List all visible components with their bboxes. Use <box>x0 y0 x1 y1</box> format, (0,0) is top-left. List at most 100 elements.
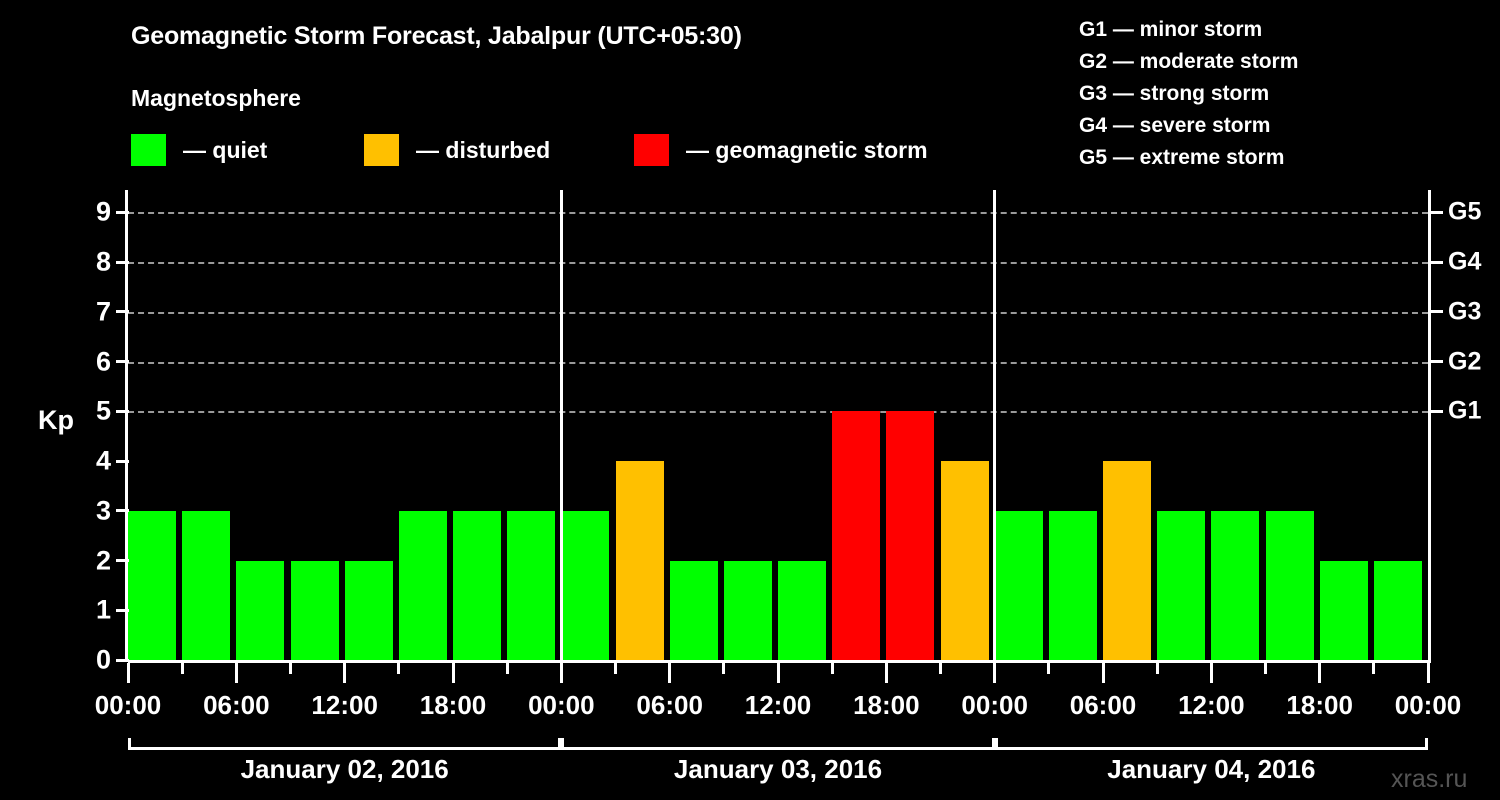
bar-kp[interactable] <box>1211 510 1260 660</box>
bar-kp[interactable] <box>1265 510 1314 660</box>
grid-line-kp-5 <box>128 411 1428 414</box>
g-tick-mark <box>1430 310 1443 314</box>
g-tick-mark <box>1430 210 1443 214</box>
x-tick-label: 12:00 <box>311 690 378 720</box>
g-tick-mark <box>1430 409 1443 413</box>
g-axis-label-g1: G1 <box>1448 396 1482 425</box>
y-tick-mark <box>116 210 129 214</box>
bar-kp[interactable] <box>832 411 881 660</box>
g-axis-label-g5: G5 <box>1448 197 1482 226</box>
x-axis-line <box>128 660 1431 663</box>
y-tick-mark <box>116 509 129 513</box>
bar-kp[interactable] <box>940 461 989 660</box>
x-tick-label: 06:00 <box>1069 690 1137 720</box>
y-axis-title: Kp <box>38 405 74 435</box>
magnetosphere-legend-title: Magnetosphere <box>131 85 301 111</box>
bar-kp[interactable] <box>290 560 339 660</box>
x-tick-minor <box>722 663 726 674</box>
bar-kp[interactable] <box>1319 560 1368 660</box>
x-tick-major <box>559 663 563 683</box>
x-tick-label: 00:00 <box>528 690 595 720</box>
grid-line-kp-7 <box>128 311 1428 314</box>
bar-kp[interactable] <box>398 510 447 660</box>
bar-kp[interactable] <box>1157 510 1206 660</box>
day-separator <box>559 190 563 660</box>
x-tick-major <box>668 663 672 683</box>
y-tick-label: 9 <box>95 196 111 227</box>
bar-kp[interactable] <box>1048 510 1097 660</box>
x-tick-major <box>451 663 455 683</box>
date-bracket <box>128 738 562 750</box>
y-tick-label: 7 <box>95 296 111 327</box>
y-tick-mark <box>116 310 129 314</box>
g-axis-label-g2: G2 <box>1448 347 1482 376</box>
grid-line-kp-6 <box>128 361 1428 364</box>
x-tick-major <box>993 663 997 683</box>
watermark: xras.ru <box>1391 765 1468 793</box>
x-tick-label: 06:00 <box>636 690 703 720</box>
g-legend-row-g2: G2 — moderate storm <box>1079 50 1299 73</box>
x-tick-major <box>1426 663 1430 683</box>
x-tick-minor <box>1155 663 1159 674</box>
legend-label-geomagnetic-storm: — geomagnetic storm <box>686 136 928 163</box>
x-tick-minor <box>1047 663 1051 674</box>
g-axis-label-g3: G3 <box>1448 297 1482 326</box>
y-tick-mark <box>116 459 129 463</box>
bar-kp[interactable] <box>886 411 935 660</box>
date-label: January 02, 2016 <box>240 754 449 784</box>
bar-kp[interactable] <box>453 510 502 660</box>
bar-kp[interactable] <box>615 461 664 660</box>
bar-kp[interactable] <box>723 560 772 660</box>
legend-item-quiet[interactable]: — quiet <box>131 133 267 167</box>
bar-kp[interactable] <box>561 510 610 660</box>
g-legend-row-g5: G5 — extreme storm <box>1079 146 1285 169</box>
page-title: Geomagnetic Storm Forecast, Jabalpur (UT… <box>131 22 742 50</box>
bar-kp[interactable] <box>236 560 285 660</box>
bar-kp[interactable] <box>1103 461 1152 660</box>
plot-frame-left <box>125 190 128 660</box>
bar-kp[interactable] <box>128 510 177 660</box>
bar-kp[interactable] <box>669 560 718 660</box>
x-tick-label: 12:00 <box>744 690 812 720</box>
grid-line-kp-9 <box>128 212 1428 215</box>
bar-kp[interactable] <box>1373 560 1422 660</box>
x-tick-minor <box>397 663 401 674</box>
g-legend-row-g3: G3 — strong storm <box>1079 82 1270 105</box>
date-bracket <box>994 738 1428 750</box>
x-tick-major <box>884 663 888 683</box>
legend-item-disturbed[interactable]: — disturbed <box>364 133 550 167</box>
x-tick-major <box>1209 663 1213 683</box>
day-separator <box>993 190 997 660</box>
g-tick-mark <box>1430 260 1443 264</box>
legend-label-disturbed: — disturbed <box>416 136 551 163</box>
legend-swatch-geomagnetic-storm-icon <box>634 134 669 166</box>
bar-kp[interactable] <box>994 510 1043 660</box>
x-tick-minor <box>939 663 942 674</box>
x-tick-minor <box>1264 663 1267 674</box>
y-tick-label: 8 <box>95 246 111 277</box>
legend-swatch-disturbed-icon <box>364 134 399 166</box>
g-legend-row-g1: G1 — minor storm <box>1079 18 1263 41</box>
g-tick-mark <box>1430 360 1443 364</box>
y-tick-label: 1 <box>95 594 111 625</box>
g-scale-legend: G1 — minor storm G2 — moderate storm G3 — … <box>1079 14 1499 174</box>
x-tick-label: 18:00 <box>419 690 487 720</box>
x-tick-major <box>1101 663 1105 683</box>
legend-swatch-quiet-icon <box>131 134 166 166</box>
bar-kp[interactable] <box>182 510 231 660</box>
x-tick-major <box>126 663 130 683</box>
x-tick-minor <box>289 663 292 674</box>
x-tick-label: 00:00 <box>961 690 1028 720</box>
plot-area <box>125 190 1431 660</box>
x-tick-label: 18:00 <box>1286 690 1353 720</box>
legend-item-geomagnetic-storm[interactable]: — geomagnetic storm <box>634 133 928 167</box>
x-tick-label: 18:00 <box>853 690 920 720</box>
x-tick-label: 06:00 <box>203 690 270 720</box>
bar-kp[interactable] <box>507 510 556 660</box>
y-tick-mark <box>116 559 129 563</box>
bar-kp[interactable] <box>778 560 827 660</box>
x-tick-minor <box>180 663 184 674</box>
y-tick-label: 5 <box>95 395 111 426</box>
bar-kp[interactable] <box>344 560 393 660</box>
